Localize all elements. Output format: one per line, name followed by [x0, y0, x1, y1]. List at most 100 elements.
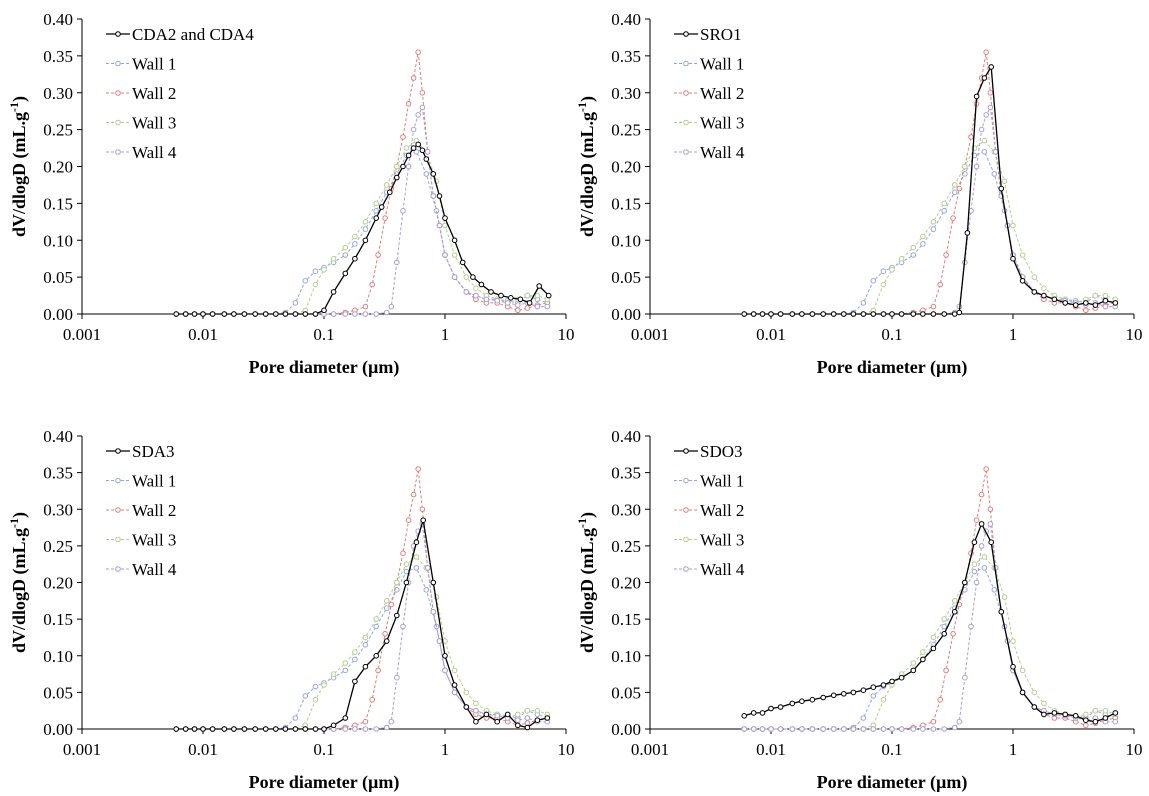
legend-marker: [683, 507, 689, 513]
data-point: [405, 152, 412, 159]
data-point: [880, 311, 887, 317]
data-point: [983, 49, 990, 56]
data-point: [375, 252, 381, 258]
y-axis-label: dV/dlogD (mL.g-1): [7, 512, 30, 653]
data-point: [373, 616, 380, 622]
data-point: [473, 700, 479, 707]
data-point: [991, 587, 998, 593]
data-point: [978, 521, 985, 527]
data-point: [410, 126, 417, 133]
data-point: [330, 671, 337, 677]
data-point: [930, 219, 937, 225]
data-point: [373, 653, 380, 659]
data-point: [789, 700, 796, 707]
data-point: [221, 311, 228, 317]
data-point: [191, 311, 198, 317]
data-point: [930, 226, 937, 232]
y-tick-label: 0.15: [43, 194, 73, 213]
data-point: [459, 259, 466, 266]
y-tick-label: 0.35: [611, 464, 641, 483]
data-point: [937, 696, 944, 703]
data-point: [1031, 289, 1038, 295]
data-point: [517, 296, 524, 303]
data-point: [860, 726, 867, 732]
data-point: [273, 311, 279, 317]
data-point: [898, 726, 905, 732]
series-line: [176, 52, 548, 315]
legend-marker: [683, 448, 689, 454]
x-tick-label: 0.1: [313, 325, 334, 344]
data-point: [741, 311, 748, 317]
legend-marker: [115, 477, 121, 484]
data-point: [830, 726, 837, 732]
y-tick-label: 0.35: [43, 47, 73, 66]
y-axis-label: dV/dlogD (mL.g-1): [7, 96, 30, 237]
data-point: [483, 296, 490, 303]
data-point: [383, 598, 390, 604]
data-point: [880, 268, 887, 275]
data-point: [209, 311, 216, 317]
data-point: [920, 241, 926, 247]
data-point: [423, 156, 430, 162]
data-point: [956, 185, 963, 192]
data-point: [951, 609, 958, 615]
data-point: [352, 656, 358, 663]
y-tick-label: 0.10: [611, 647, 641, 666]
data-point: [850, 311, 857, 317]
legend-marker: [115, 536, 121, 543]
series-line: [176, 468, 548, 730]
data-point: [983, 466, 990, 472]
legend-label: Wall 2: [132, 501, 176, 520]
data-point: [534, 292, 541, 299]
data-point: [1072, 302, 1079, 308]
data-point: [1001, 594, 1008, 600]
data-point: [544, 303, 551, 310]
x-tick-label: 0.01: [756, 740, 786, 759]
data-point: [419, 506, 426, 513]
data-point: [1102, 715, 1109, 721]
chart-panel-3: 0.00 0.05 0.10 0.15 0.20 0.25 0.30 0.35 0.40 0.00…: [7, 427, 575, 793]
series-wall-4: [741, 104, 1119, 317]
data-point: [789, 311, 796, 317]
data-point: [231, 311, 237, 317]
data-point: [1062, 300, 1068, 306]
data-point: [342, 244, 349, 251]
series-line: [744, 556, 1116, 730]
y-axis-label-superscript: -1: [7, 518, 21, 528]
legend-label: Wall 2: [132, 84, 176, 103]
legend-marker: [683, 119, 689, 126]
data-point: [750, 726, 757, 732]
data-point: [889, 267, 895, 273]
data-point: [524, 305, 531, 311]
data-point: [898, 255, 905, 262]
series-wall-4: [741, 521, 1119, 732]
data-point: [809, 311, 816, 317]
data-point: [352, 649, 358, 655]
data-point: [951, 189, 958, 196]
series-wall-2: [173, 466, 551, 732]
y-axis-label-end: ): [577, 512, 598, 518]
y-axis-label-end: ): [9, 96, 30, 102]
chart-panel-1: 0.00 0.05 0.10 0.15 0.20 0.25 0.30 0.35 0.40 0.00…: [7, 10, 575, 378]
x-axis-label: Pore diameter (µm): [249, 772, 400, 793]
data-point: [463, 274, 470, 280]
data-point: [312, 683, 319, 690]
x-axis-label: Pore diameter (µm): [249, 357, 400, 378]
data-point: [943, 252, 949, 258]
data-point: [1010, 638, 1016, 644]
y-tick-label: 0.00: [611, 720, 641, 739]
data-point: [789, 726, 796, 732]
data-point: [494, 713, 501, 719]
data-point: [964, 230, 971, 236]
data-point: [415, 466, 422, 472]
data-point: [302, 726, 309, 732]
data-point: [1102, 303, 1109, 310]
data-point: [870, 693, 877, 699]
data-point: [973, 517, 980, 524]
data-point: [403, 145, 410, 151]
data-point: [950, 631, 956, 637]
data-point: [777, 704, 784, 710]
data-point: [330, 722, 337, 729]
y-tick-label: 0.35: [43, 464, 73, 483]
data-point: [978, 126, 985, 133]
